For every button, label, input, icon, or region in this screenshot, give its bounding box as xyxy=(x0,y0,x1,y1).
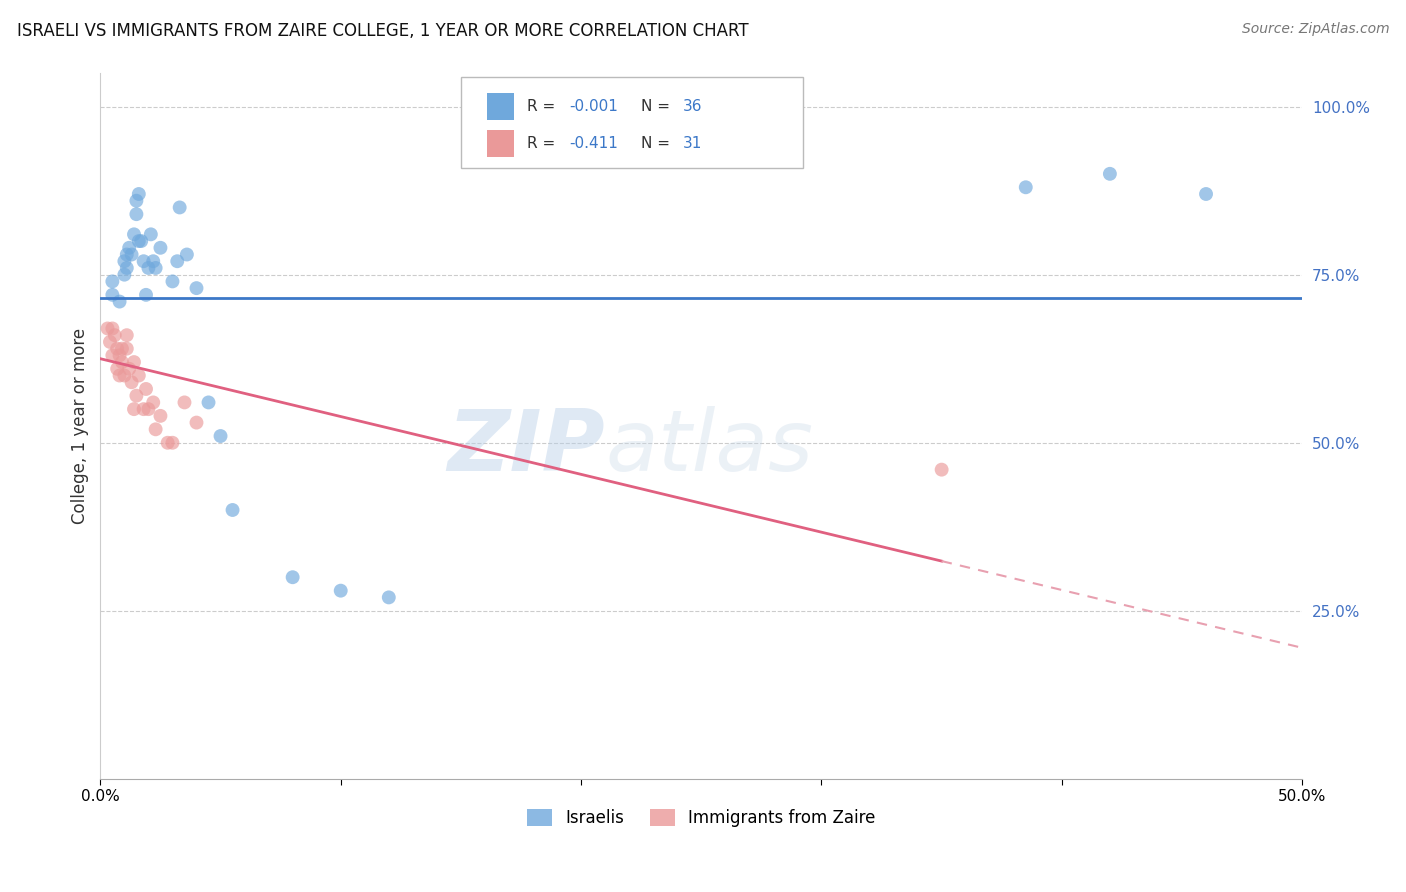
Point xyxy=(166,254,188,268)
Text: atlas: atlas xyxy=(605,406,813,489)
Point xyxy=(142,395,165,409)
Point xyxy=(97,321,120,335)
Point xyxy=(122,227,145,242)
Point xyxy=(129,234,152,248)
Point xyxy=(121,376,143,390)
Point xyxy=(101,348,124,362)
Point xyxy=(1195,186,1218,201)
FancyBboxPatch shape xyxy=(488,93,513,120)
Point xyxy=(135,288,157,302)
Y-axis label: College, 1 year or more: College, 1 year or more xyxy=(72,328,89,524)
Point xyxy=(1015,180,1038,194)
Point xyxy=(1098,167,1121,181)
Point xyxy=(121,247,143,261)
Text: 36: 36 xyxy=(683,99,703,113)
Point xyxy=(128,234,150,248)
Point xyxy=(115,260,138,275)
Legend: Israelis, Immigrants from Zaire: Israelis, Immigrants from Zaire xyxy=(520,803,882,834)
Point xyxy=(122,402,145,417)
Point xyxy=(931,463,953,477)
Point xyxy=(115,247,138,261)
Point xyxy=(156,435,179,450)
Point xyxy=(145,260,167,275)
Point xyxy=(122,355,145,369)
Point xyxy=(118,241,141,255)
Point xyxy=(209,429,232,443)
Point xyxy=(132,254,155,268)
Point xyxy=(105,361,128,376)
Point xyxy=(115,342,138,356)
Point xyxy=(112,368,135,383)
Point xyxy=(108,294,131,309)
Point xyxy=(138,402,160,417)
Point xyxy=(101,274,124,288)
Point xyxy=(162,435,184,450)
Text: -0.001: -0.001 xyxy=(569,99,619,113)
Point xyxy=(378,591,401,605)
Point xyxy=(329,583,352,598)
Text: -0.411: -0.411 xyxy=(569,136,619,151)
Text: R =: R = xyxy=(527,99,560,113)
FancyBboxPatch shape xyxy=(461,77,803,169)
Point xyxy=(162,274,184,288)
Point xyxy=(281,570,304,584)
Point xyxy=(101,288,124,302)
Point xyxy=(125,389,148,403)
Point xyxy=(115,328,138,343)
Point xyxy=(186,281,208,295)
Point xyxy=(105,342,128,356)
Point xyxy=(149,409,172,423)
Point xyxy=(108,348,131,362)
Point xyxy=(128,186,150,201)
Point xyxy=(104,328,127,343)
Point xyxy=(111,342,134,356)
FancyBboxPatch shape xyxy=(488,130,513,157)
Point xyxy=(128,368,150,383)
Point xyxy=(98,334,121,349)
Point xyxy=(149,241,172,255)
Point xyxy=(169,201,191,215)
Point xyxy=(142,254,165,268)
Point xyxy=(221,503,243,517)
Text: 31: 31 xyxy=(683,136,703,151)
Point xyxy=(108,368,131,383)
Text: ISRAELI VS IMMIGRANTS FROM ZAIRE COLLEGE, 1 YEAR OR MORE CORRELATION CHART: ISRAELI VS IMMIGRANTS FROM ZAIRE COLLEGE… xyxy=(17,22,748,40)
Point xyxy=(125,194,148,208)
Text: Source: ZipAtlas.com: Source: ZipAtlas.com xyxy=(1241,22,1389,37)
Point xyxy=(197,395,219,409)
Point xyxy=(135,382,157,396)
Point xyxy=(111,355,134,369)
Text: N =: N = xyxy=(641,136,675,151)
Text: N =: N = xyxy=(641,99,675,113)
Point xyxy=(138,260,160,275)
Point xyxy=(125,207,148,221)
Point xyxy=(176,247,198,261)
Point xyxy=(145,422,167,436)
Point xyxy=(112,268,135,282)
Text: R =: R = xyxy=(527,136,560,151)
Point xyxy=(118,361,141,376)
Text: ZIP: ZIP xyxy=(447,406,605,489)
Point xyxy=(139,227,162,242)
Point xyxy=(101,321,124,335)
Point xyxy=(112,254,135,268)
Point xyxy=(132,402,155,417)
Point xyxy=(173,395,195,409)
Point xyxy=(186,416,208,430)
